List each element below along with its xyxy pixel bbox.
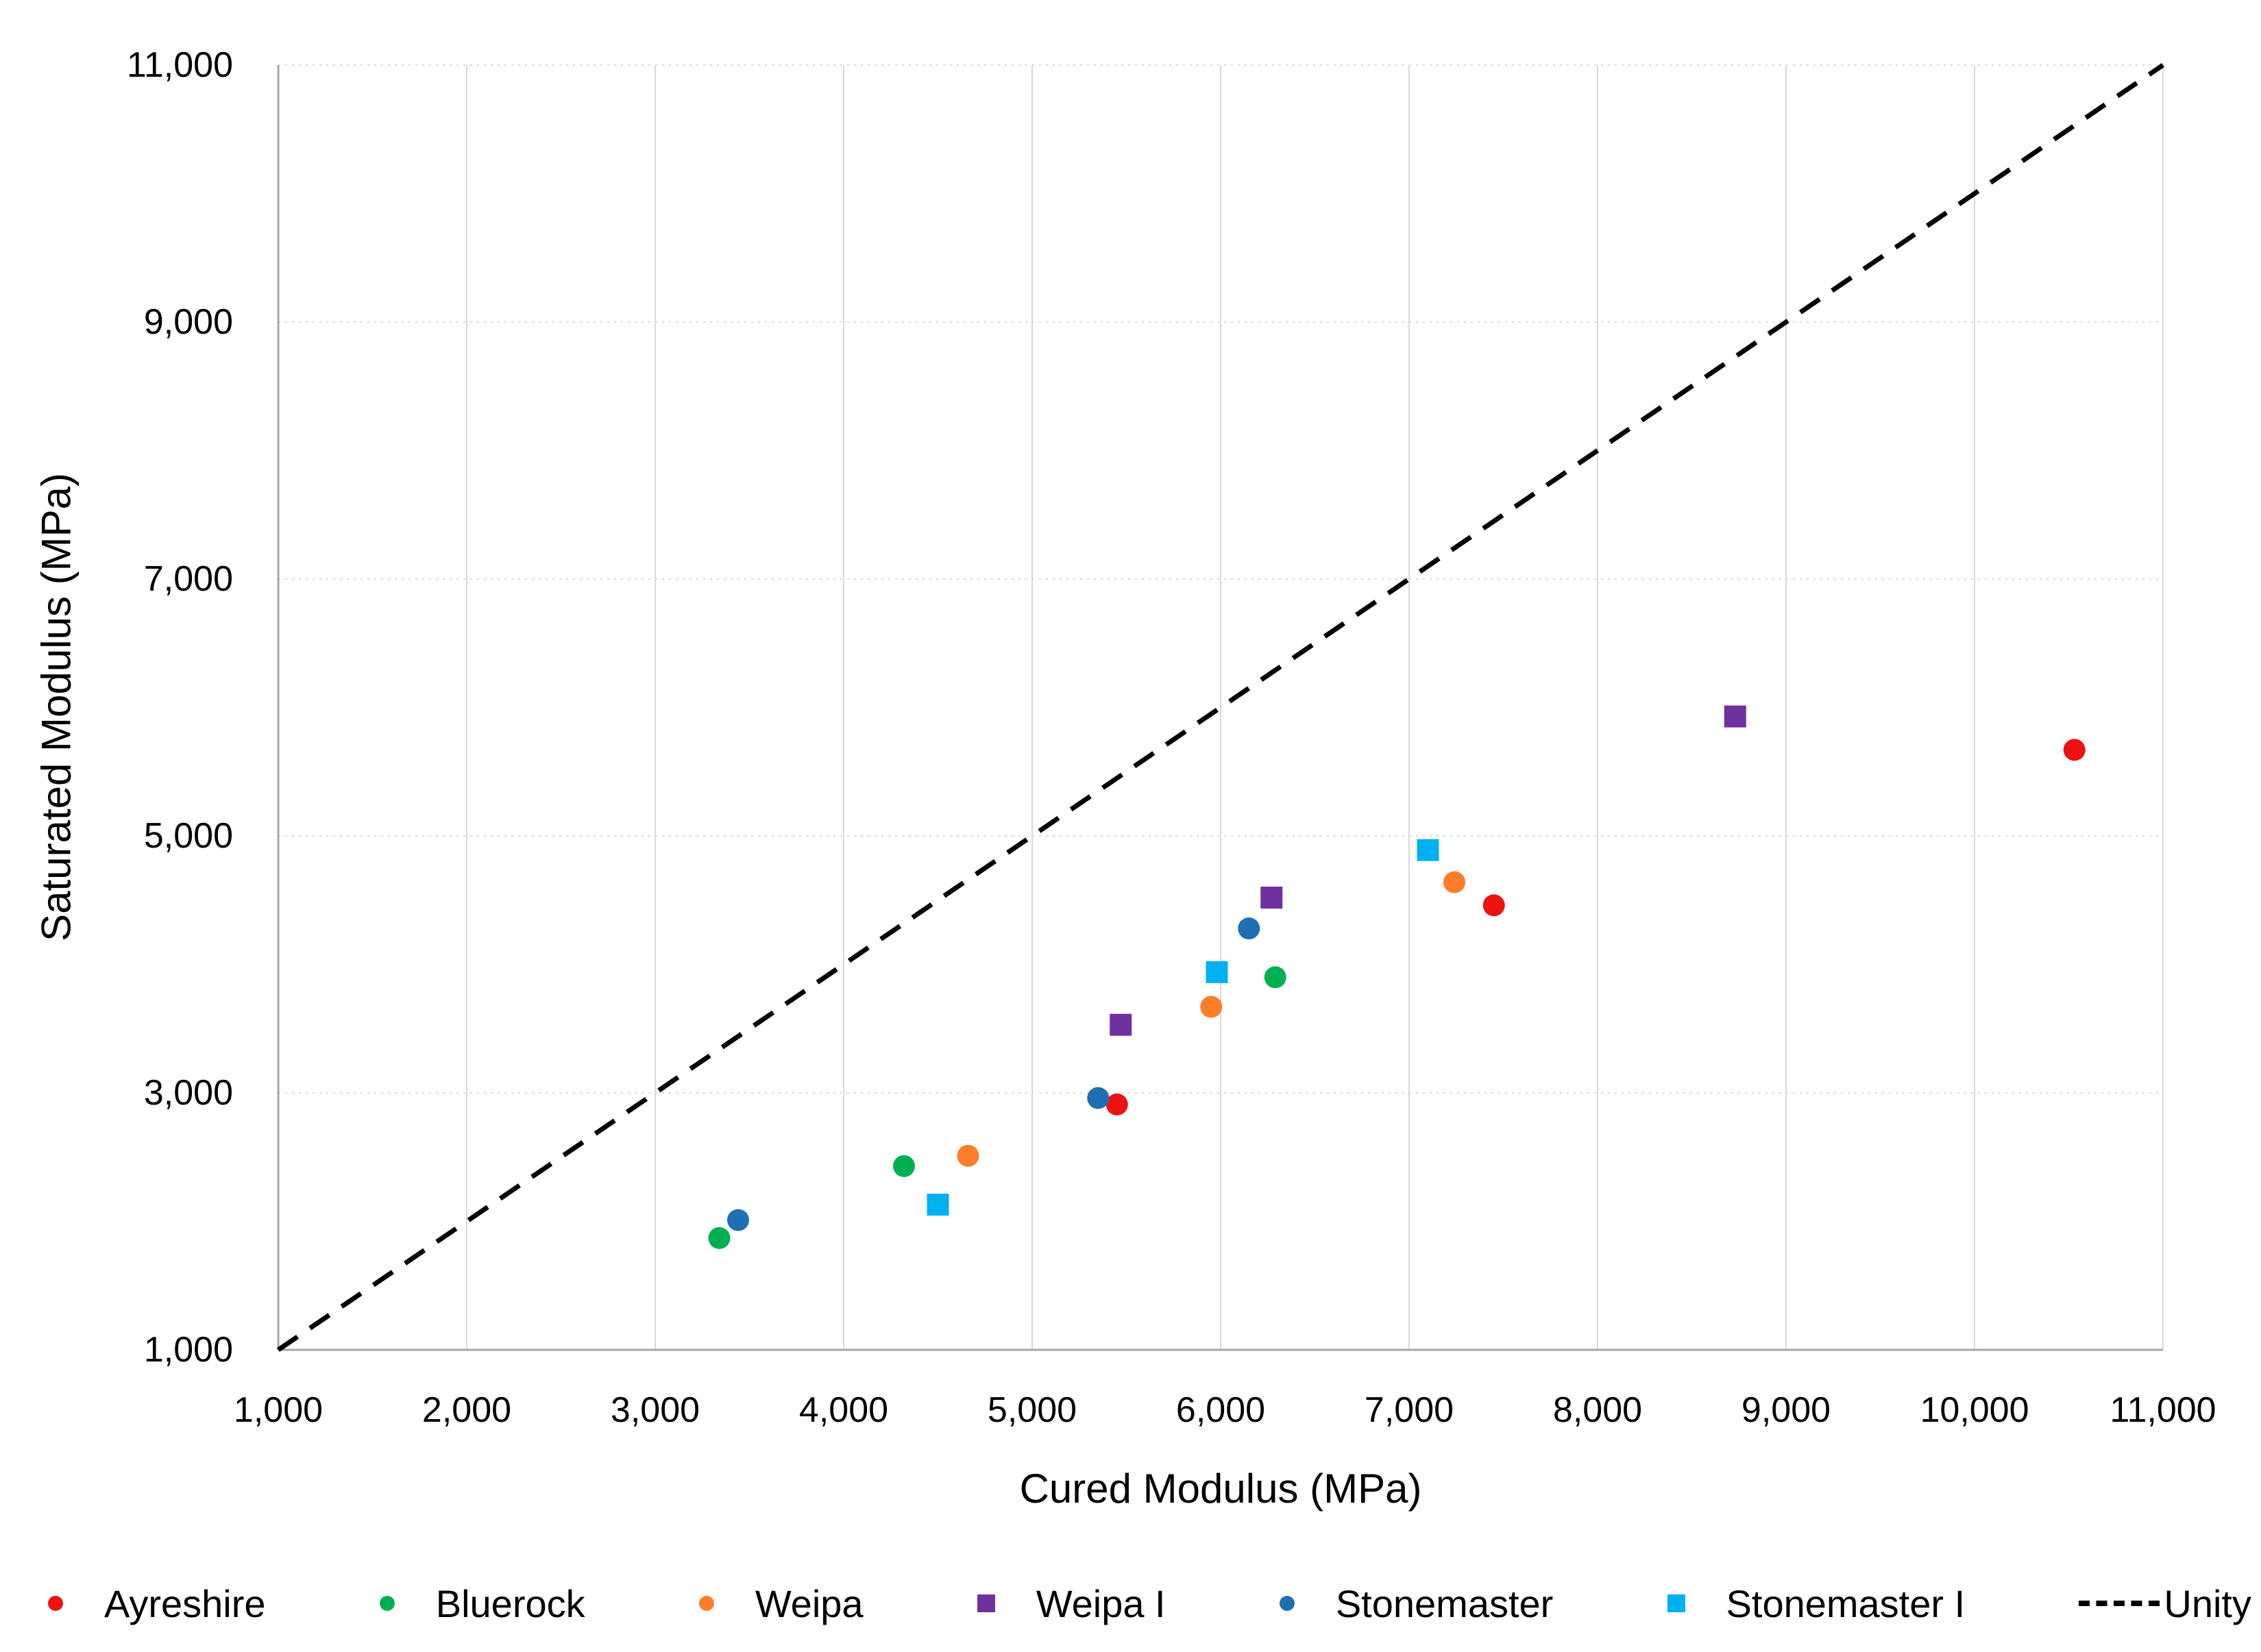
legend-item-unity: Unity — [2079, 1581, 2251, 1626]
point-ayreshire — [1105, 1093, 1128, 1115]
legend-item-weipa-i: Weipa I — [977, 1581, 1166, 1626]
legend-label: Stonemaster — [1335, 1581, 1554, 1625]
point-weipa — [957, 1144, 979, 1167]
legend-item-bluerock: Bluerock — [379, 1581, 585, 1626]
legend-label: Stonemaster I — [1726, 1581, 1966, 1625]
legend-item-ayreshire: Ayreshire — [48, 1581, 266, 1626]
point-weipa-i — [1724, 705, 1746, 728]
legend-label: Ayreshire — [104, 1581, 266, 1625]
point-weipa-i — [1260, 887, 1283, 909]
point-ayreshire — [1482, 894, 1505, 917]
x-tick-label: 11,000 — [2110, 1390, 2216, 1430]
point-stonemaster — [1087, 1087, 1110, 1109]
point-weipa-i — [1110, 1013, 1132, 1036]
y-tick-label: 3,000 — [143, 1073, 233, 1113]
point-stonemaster — [1238, 917, 1260, 939]
legend-marker-bluerock — [379, 1596, 395, 1611]
point-stonemaster-i — [927, 1194, 949, 1216]
y-axis-title: Saturated Modulus (MPa) — [33, 473, 80, 941]
legend-marker-ayreshire — [48, 1596, 63, 1611]
legend-label: Bluerock — [435, 1581, 585, 1625]
legend-marker-stonemaster — [1279, 1596, 1295, 1611]
legend-label: Weipa I — [1036, 1581, 1166, 1625]
x-tick-label: 8,000 — [1552, 1390, 1643, 1430]
y-tick-label: 1,000 — [143, 1330, 233, 1370]
point-stonemaster-i — [1206, 961, 1228, 983]
x-tick-label: 10,000 — [1920, 1390, 2029, 1430]
legend-item-stonemaster-i: Stonemaster I — [1667, 1581, 1966, 1626]
legend-item-stonemaster: Stonemaster — [1279, 1581, 1554, 1626]
x-tick-label: 4,000 — [798, 1390, 889, 1430]
point-bluerock — [1264, 966, 1286, 989]
x-axis-title: Cured Modulus (MPa) — [1019, 1466, 1422, 1512]
legend-dashed-line-icon — [2079, 1601, 2160, 1606]
legend-item-weipa: Weipa — [698, 1581, 864, 1626]
legend-marker-stonemaster-i — [1667, 1594, 1685, 1612]
x-tick-label: 6,000 — [1175, 1390, 1266, 1430]
legend-label: Weipa — [755, 1581, 864, 1625]
point-bluerock — [708, 1226, 731, 1249]
point-weipa — [1200, 996, 1223, 1018]
x-tick-label: 9,000 — [1741, 1390, 1831, 1430]
point-weipa — [1443, 871, 1465, 893]
y-tick-label: 11,000 — [126, 45, 233, 85]
legend-label: Unity — [2164, 1581, 2251, 1625]
x-tick-label: 7,000 — [1364, 1390, 1454, 1430]
point-ayreshire — [2063, 739, 2086, 761]
x-tick-label: 3,000 — [610, 1390, 700, 1430]
x-tick-label: 2,000 — [421, 1390, 512, 1430]
point-stonemaster-i — [1417, 839, 1439, 861]
legend-marker-weipa — [698, 1596, 714, 1611]
x-tick-label: 5,000 — [987, 1390, 1077, 1430]
point-bluerock — [893, 1155, 915, 1177]
unity-line — [277, 63, 2164, 1352]
y-tick-label: 5,000 — [143, 816, 233, 856]
x-tick-label: 1,000 — [233, 1390, 323, 1430]
point-stonemaster — [727, 1209, 749, 1231]
y-tick-label: 7,000 — [143, 559, 233, 599]
chart-legend: Ayreshire Bluerock Weipa Weipa I Stonemaster… — [48, 1566, 2251, 1641]
legend-marker-weipa-i — [977, 1594, 995, 1612]
y-tick-label: 9,000 — [143, 302, 233, 342]
